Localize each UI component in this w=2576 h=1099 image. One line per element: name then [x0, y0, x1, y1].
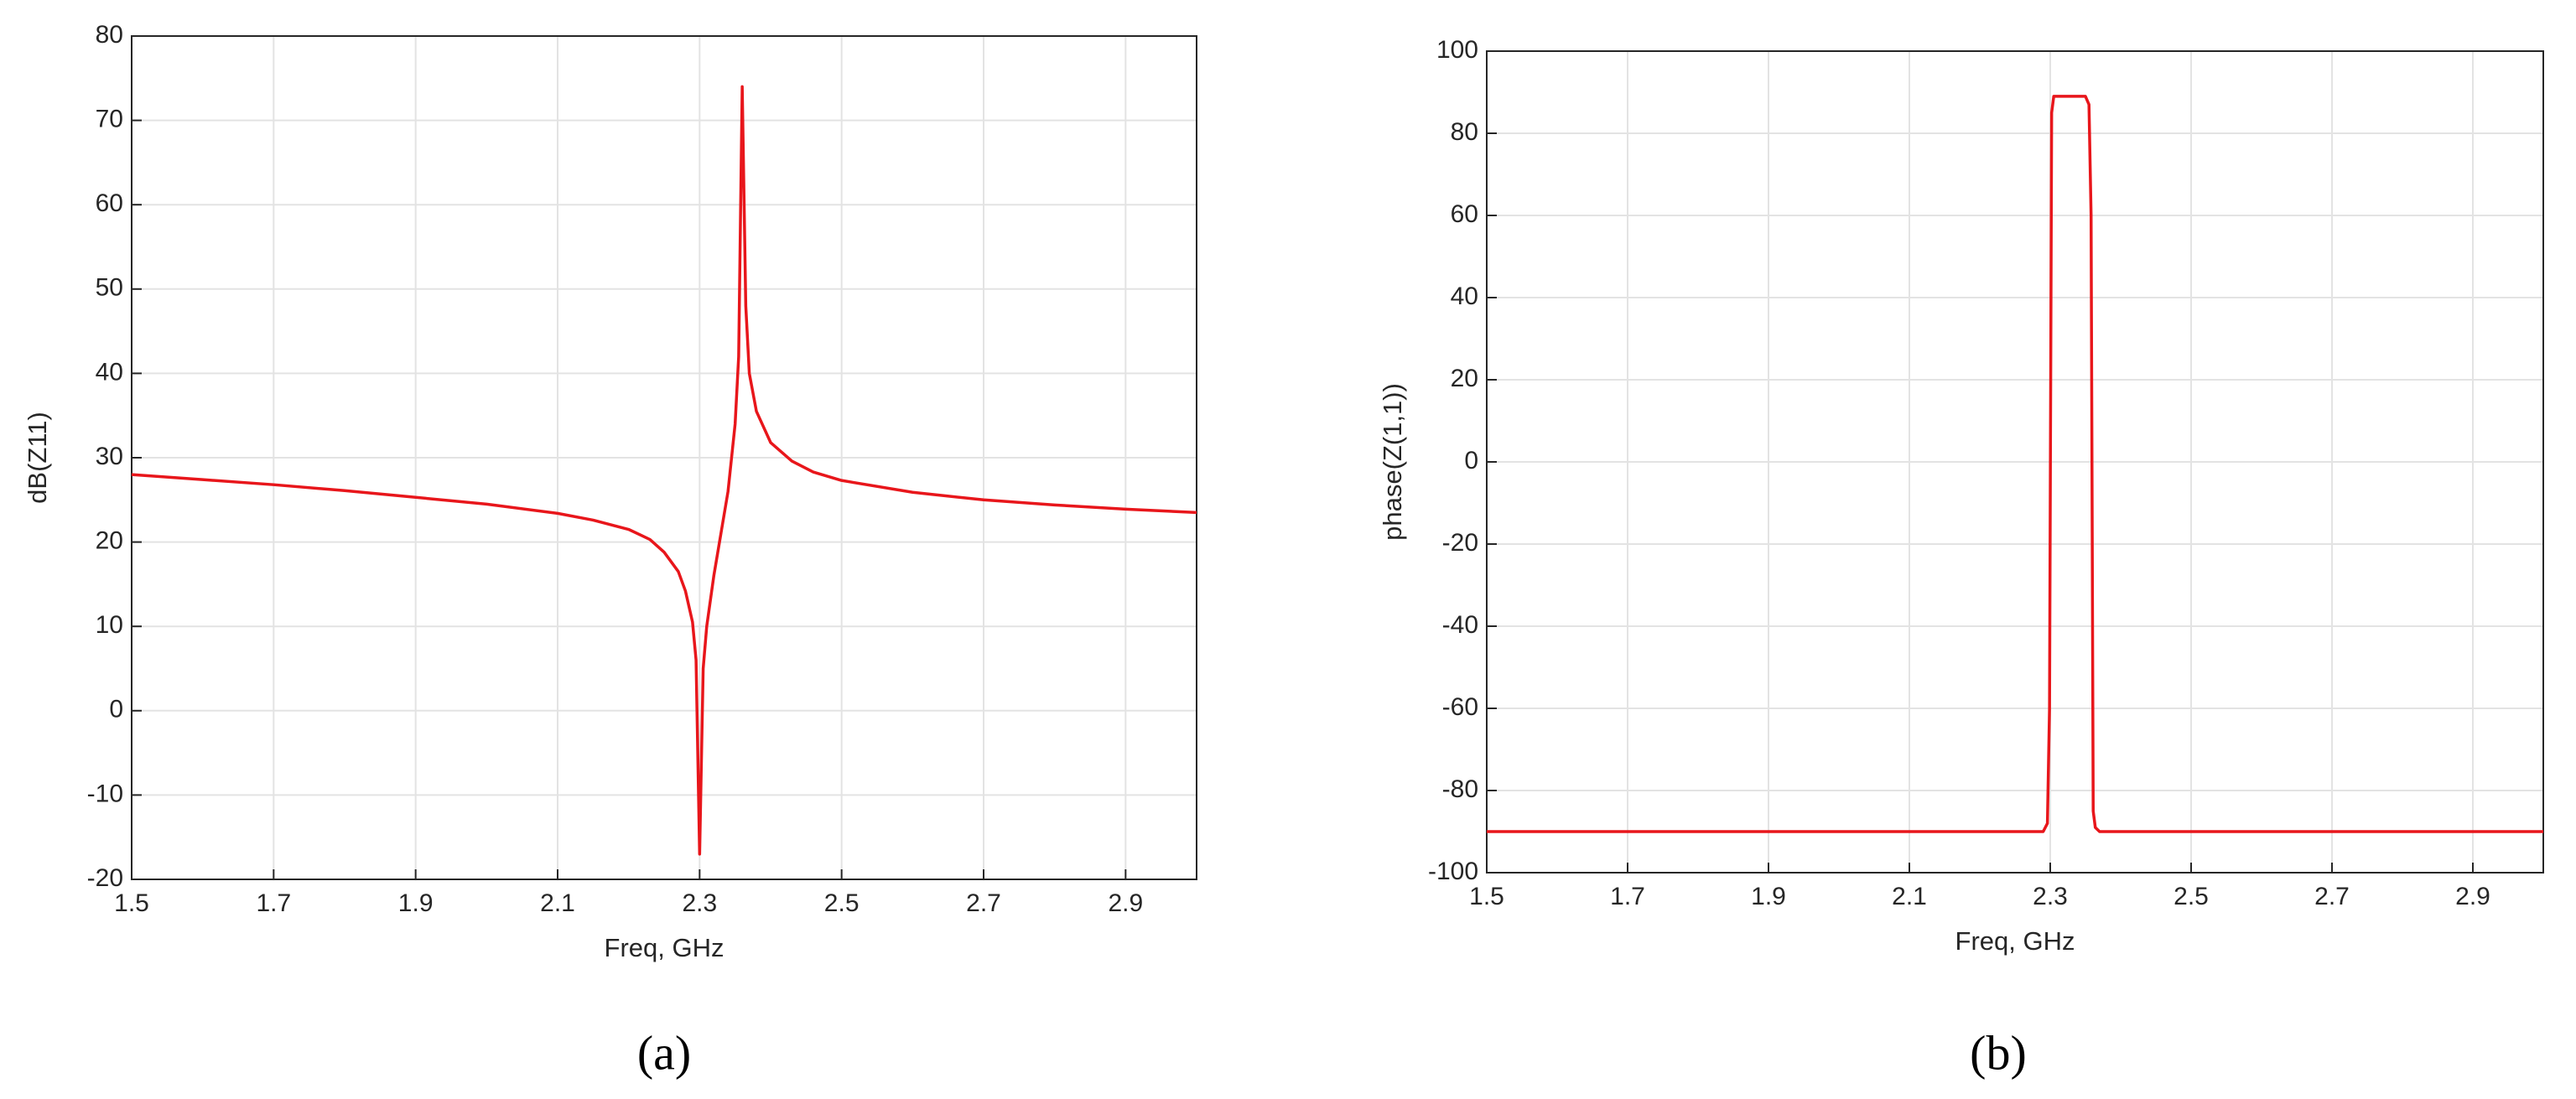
- x-tick-label: 2.7: [2314, 883, 2350, 910]
- y-axis-label: dB(Z11): [23, 412, 52, 504]
- y-tick-label: 40: [1451, 283, 1478, 310]
- x-tick-label: 2.5: [2174, 883, 2209, 910]
- x-tick-label: 2.9: [1108, 889, 1143, 917]
- x-tick-label: 1.7: [256, 889, 291, 917]
- y-tick-label: -10: [87, 780, 123, 807]
- data-line: [1487, 95, 2543, 833]
- y-tick-label: -40: [1442, 611, 1478, 639]
- y-tick-label: 100: [1436, 36, 1478, 64]
- x-axis-label: Freq, GHz: [605, 933, 724, 962]
- y-tick-label: 50: [96, 274, 123, 302]
- y-tick-label: 80: [1451, 118, 1478, 146]
- data-line: [131, 85, 1197, 856]
- y-tick-label: 60: [1451, 200, 1478, 228]
- panel-label: (b): [1970, 1025, 2027, 1080]
- y-tick-label: -100: [1428, 858, 1478, 885]
- y-tick-label: 40: [96, 358, 123, 386]
- y-tick-label: 60: [96, 189, 123, 217]
- y-tick-label: 0: [109, 696, 123, 723]
- y-tick-label: -20: [1442, 529, 1478, 557]
- y-tick-label: 20: [96, 527, 123, 555]
- x-tick-label: 2.7: [966, 889, 1001, 917]
- x-tick-label: 2.3: [2033, 883, 2068, 910]
- x-tick-label: 2.3: [682, 889, 717, 917]
- y-tick-label: 0: [1464, 447, 1478, 474]
- y-tick-label: -60: [1442, 693, 1478, 721]
- x-tick-label: 1.7: [1610, 883, 1645, 910]
- x-tick-label: 2.9: [2455, 883, 2490, 910]
- x-axis-label: Freq, GHz: [1955, 926, 2075, 956]
- y-tick-label: -20: [87, 864, 123, 892]
- y-tick-label: 80: [96, 21, 123, 49]
- y-axis-label: phase(Z(1,1)): [1378, 383, 1407, 541]
- x-tick-label: 1.5: [114, 889, 149, 917]
- x-tick-label: 1.5: [1469, 883, 1504, 910]
- y-tick-label: 30: [96, 443, 123, 470]
- x-tick-label: 1.9: [398, 889, 434, 917]
- x-tick-label: 2.1: [1892, 883, 1927, 910]
- panel-label: (a): [637, 1025, 691, 1080]
- x-tick-label: 2.5: [824, 889, 860, 917]
- plot-frame: [1486, 50, 2544, 873]
- x-tick-label: 1.9: [1751, 883, 1786, 910]
- x-tick-label: 2.1: [540, 889, 575, 917]
- y-tick-label: 10: [96, 611, 123, 639]
- y-tick-label: -80: [1442, 775, 1478, 803]
- y-tick-label: 70: [96, 106, 123, 133]
- plot-frame: [131, 35, 1197, 880]
- y-tick-label: 20: [1451, 365, 1478, 392]
